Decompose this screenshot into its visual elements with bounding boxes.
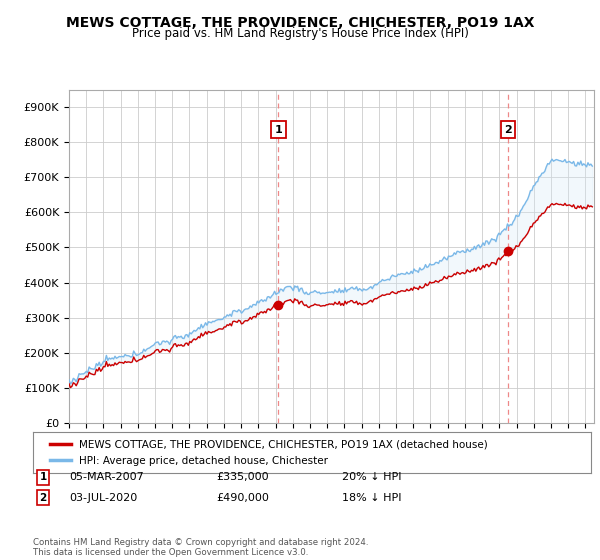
Text: £490,000: £490,000 <box>216 493 269 503</box>
Text: 1: 1 <box>275 124 283 134</box>
Text: Price paid vs. HM Land Registry's House Price Index (HPI): Price paid vs. HM Land Registry's House … <box>131 27 469 40</box>
Text: 18% ↓ HPI: 18% ↓ HPI <box>342 493 401 503</box>
Text: 1: 1 <box>40 472 47 482</box>
Text: £335,000: £335,000 <box>216 472 269 482</box>
Legend: MEWS COTTAGE, THE PROVIDENCE, CHICHESTER, PO19 1AX (detached house), HPI: Averag: MEWS COTTAGE, THE PROVIDENCE, CHICHESTER… <box>44 433 494 473</box>
Text: 03-JUL-2020: 03-JUL-2020 <box>69 493 137 503</box>
Text: 20% ↓ HPI: 20% ↓ HPI <box>342 472 401 482</box>
Text: 2: 2 <box>504 124 512 134</box>
Text: Contains HM Land Registry data © Crown copyright and database right 2024.
This d: Contains HM Land Registry data © Crown c… <box>33 538 368 557</box>
Text: 2: 2 <box>40 493 47 503</box>
Text: 05-MAR-2007: 05-MAR-2007 <box>69 472 144 482</box>
Text: MEWS COTTAGE, THE PROVIDENCE, CHICHESTER, PO19 1AX: MEWS COTTAGE, THE PROVIDENCE, CHICHESTER… <box>66 16 534 30</box>
